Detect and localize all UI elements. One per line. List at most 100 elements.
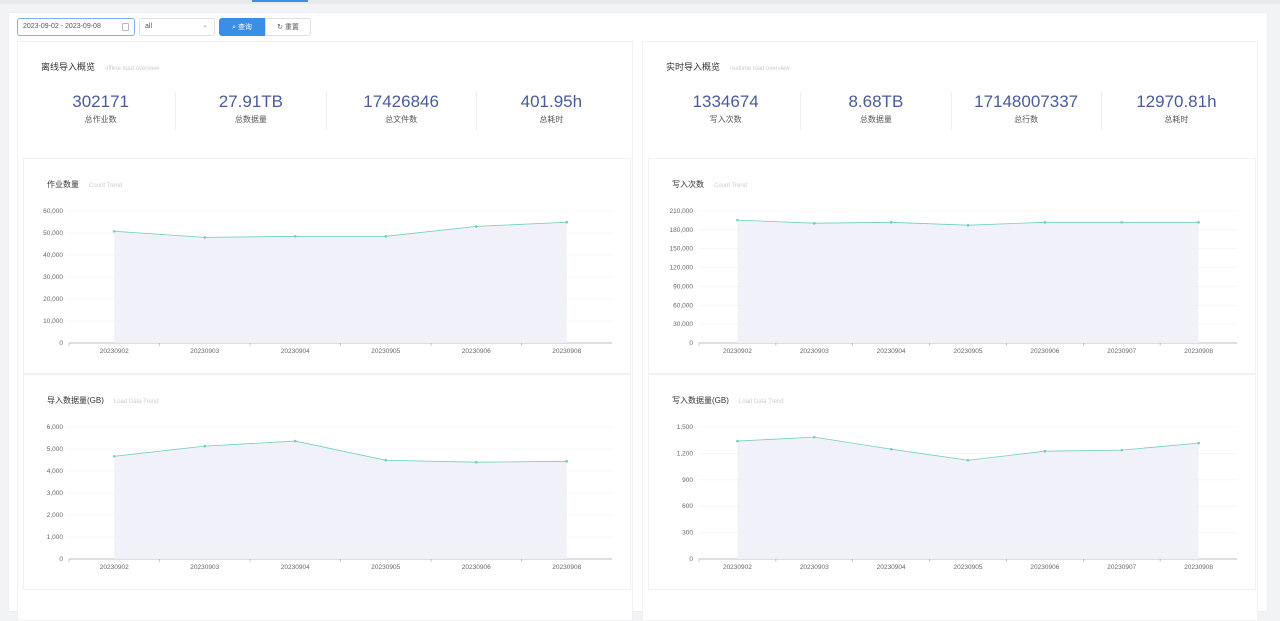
x-tick-label: 20230903 [190,564,219,571]
x-tick-label: 20230907 [1107,348,1136,355]
y-tick-label: 30,000 [43,274,63,281]
y-tick-label: 60,000 [673,302,693,309]
data-point [966,223,970,227]
reset-button[interactable]: ↻ 重置 [265,18,311,36]
refresh-icon: ↻ [277,24,285,31]
search-icon: ⌕ [232,24,238,31]
x-tick-label: 20230905 [371,348,400,355]
x-tick-label: 20230902 [100,564,129,571]
data-point [812,435,816,439]
y-tick-label: 0 [59,340,63,347]
x-tick-label: 20230903 [800,564,829,571]
y-tick-label: 120,000 [670,265,694,272]
chart-card: 写入数据量(GB) Load Data Trend 0 300 600 900 1,200 1… [648,374,1256,590]
stat-total-jobs: 302171 总作业数 [72,92,129,124]
data-point [565,220,569,224]
y-tick-label: 900 [682,477,693,484]
y-tick-label: 150,000 [670,246,694,253]
chart-subtitle: Load Data Trend [738,399,784,405]
y-tick-label: 60,000 [43,208,63,215]
filter-bar: 2023-09-02 - 2023-09-08 all ⌄ ⌕ 查询 ↻ 重置 [17,18,311,36]
y-tick-label: 5,000 [47,446,64,453]
x-tick-label: 20230908 [552,348,581,355]
x-tick-label: 20230906 [1030,564,1059,571]
type-select[interactable]: all ⌄ [139,18,215,36]
top-tab-bar [0,0,1280,4]
reset-label: 重置 [284,24,299,31]
y-tick-label: 30,000 [673,321,693,328]
date-range-value: 2023-09-02 - 2023-09-08 [23,23,101,30]
data-point [474,460,478,464]
data-point [1043,221,1047,224]
y-tick-label: 3,000 [47,490,64,497]
data-point [889,221,893,224]
data-point [1197,441,1200,445]
query-label: 查询 [237,24,252,31]
x-tick-label: 20230903 [190,348,219,355]
chart-subtitle: Count Trend [89,183,123,189]
chart-subtitle: Count Trend [714,183,748,189]
select-value: all [145,23,153,30]
chart-svg: 0 10,000 20,000 30,000 40,000 50,000 60,000 202… [43,208,612,355]
chart-title: 导入数据量(GB) Load Data Trend [47,396,159,405]
data-point [384,458,388,462]
x-tick-label: 20230907 [1107,564,1136,571]
x-tick-label: 20230908 [1184,348,1213,355]
data-point [112,229,116,233]
series-line [114,440,567,463]
x-tick-label: 20230903 [800,348,829,355]
area-fill [114,222,567,343]
chart-title: 作业数量 Count Trend [47,180,123,189]
y-tick-label: 6,000 [47,424,64,431]
x-tick-label: 20230906 [462,348,491,355]
data-point [736,439,739,443]
y-tick-label: 0 [689,340,693,347]
data-point [203,444,207,448]
query-button[interactable]: ⌕ 查询 [219,18,265,36]
data-point [565,460,569,463]
y-tick-label: 2,000 [47,512,64,519]
x-tick-label: 20230905 [954,564,983,571]
data-point [812,221,816,225]
chart-card: 作业数量 Count Trend 0 10,000 20,000 30,000 40,000… [23,158,631,374]
active-tab-indicator[interactable] [252,0,308,2]
data-point [474,225,478,228]
series-line [114,221,567,238]
y-tick-label: 600 [682,503,693,510]
data-point [203,236,207,239]
chart-svg: 0 300 600 900 1,200 1,500 20230902 20230903 2023… [677,424,1237,571]
realtime-overview-panel: 实时导入概览 realtime load overview 1334674 写入次数… [642,41,1258,621]
area-fill [737,437,1199,559]
stat-total-rows: 17148007337 总行数 [950,92,1101,130]
chart-svg: 0 30,000 60,000 90,000 120,000 150,000 180,000… [670,208,1237,355]
stat-total-data: 8.68TB 总数据量 [800,92,950,130]
y-tick-label: 90,000 [673,283,693,290]
data-point [293,235,297,238]
area-fill [114,441,567,559]
y-tick-label: 4,000 [47,468,64,475]
calendar-icon [122,23,129,31]
x-tick-label: 20230904 [877,564,906,571]
data-point [384,235,388,238]
panel-title: 离线导入概览 offline load overview [41,62,160,72]
data-point [1197,221,1200,224]
y-tick-label: 0 [59,556,63,563]
data-point [889,447,893,451]
x-tick-label: 20230902 [100,348,129,355]
y-tick-label: 1,200 [677,450,694,457]
y-tick-label: 300 [682,530,693,537]
date-range-picker[interactable]: 2023-09-02 - 2023-09-08 [17,18,135,36]
chart-svg: 0 1,000 2,000 3,000 4,000 5,000 6,000 20230902 2… [47,424,612,571]
chevron-down-icon: ⌄ [202,22,208,29]
stat-total-time: 401.95h 总耗时 [475,92,626,130]
data-point [736,218,739,222]
stat-write-count: 1334674 写入次数 [692,92,759,124]
y-tick-label: 50,000 [43,230,63,237]
panel-title: 实时导入概览 realtime load overview [666,62,790,72]
y-tick-label: 210,000 [670,208,694,215]
x-tick-label: 20230906 [462,564,491,571]
data-point [966,458,970,462]
x-tick-label: 20230904 [281,348,310,355]
stat-total-data: 27.91TB 总数据量 [175,92,325,130]
x-tick-label: 20230902 [723,348,752,355]
